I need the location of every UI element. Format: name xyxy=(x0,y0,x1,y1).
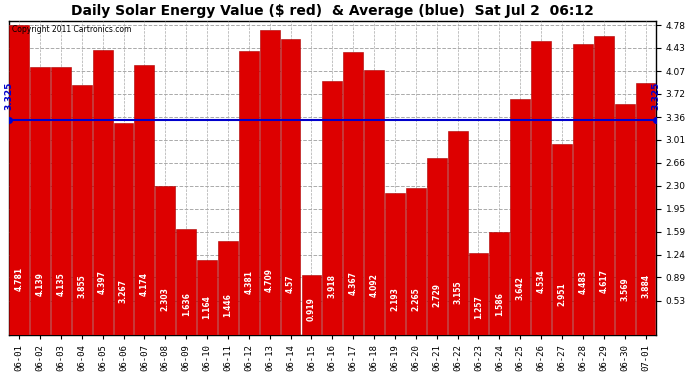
Bar xyxy=(72,85,92,335)
Bar xyxy=(406,188,426,335)
Bar xyxy=(114,123,133,335)
Text: 2.303: 2.303 xyxy=(161,286,170,310)
Text: 3.855: 3.855 xyxy=(77,275,86,298)
Bar xyxy=(489,232,509,335)
Text: 3.642: 3.642 xyxy=(515,276,525,300)
Bar xyxy=(302,275,322,335)
Bar xyxy=(364,70,384,335)
Text: 1.164: 1.164 xyxy=(203,296,212,320)
Text: 2.265: 2.265 xyxy=(411,287,420,311)
Text: 2.729: 2.729 xyxy=(432,283,441,307)
Text: 0.919: 0.919 xyxy=(307,297,316,321)
Text: 4.534: 4.534 xyxy=(537,270,546,293)
Text: 4.57: 4.57 xyxy=(286,274,295,293)
Bar xyxy=(51,67,71,335)
Bar xyxy=(259,30,279,335)
Bar xyxy=(155,186,175,335)
Bar xyxy=(135,64,155,335)
Text: 3.918: 3.918 xyxy=(328,274,337,298)
Text: 4.092: 4.092 xyxy=(370,273,379,297)
Text: 1.586: 1.586 xyxy=(495,292,504,316)
Bar xyxy=(615,104,635,335)
Bar xyxy=(552,144,572,335)
Bar xyxy=(322,81,342,335)
Bar xyxy=(92,50,112,335)
Bar xyxy=(9,25,29,335)
Bar xyxy=(30,67,50,335)
Bar xyxy=(218,241,238,335)
Bar xyxy=(511,99,530,335)
Text: 4.381: 4.381 xyxy=(244,270,253,294)
Text: 3.155: 3.155 xyxy=(453,280,462,304)
Text: 3.325: 3.325 xyxy=(651,81,660,110)
Text: 1.446: 1.446 xyxy=(224,293,233,317)
Text: 4.709: 4.709 xyxy=(265,268,274,292)
Text: 4.174: 4.174 xyxy=(140,272,149,296)
Text: 4.781: 4.781 xyxy=(14,267,23,291)
Bar xyxy=(197,260,217,335)
Bar xyxy=(469,254,489,335)
Bar xyxy=(385,193,405,335)
Bar xyxy=(531,41,551,335)
Bar xyxy=(176,229,196,335)
Title: Daily Solar Energy Value ($ red)  & Average (blue)  Sat Jul 2  06:12: Daily Solar Energy Value ($ red) & Avera… xyxy=(71,4,594,18)
Bar xyxy=(594,36,613,335)
Bar xyxy=(281,39,300,335)
Bar xyxy=(427,158,446,335)
Text: 4.367: 4.367 xyxy=(348,270,357,294)
Text: 2.951: 2.951 xyxy=(558,282,566,306)
Bar xyxy=(344,52,363,335)
Text: 4.617: 4.617 xyxy=(600,268,609,292)
Text: 3.569: 3.569 xyxy=(620,277,629,301)
Bar xyxy=(448,130,468,335)
Text: 2.193: 2.193 xyxy=(391,288,400,311)
Text: 3.267: 3.267 xyxy=(119,279,128,303)
Text: 4.135: 4.135 xyxy=(57,273,66,296)
Bar xyxy=(239,51,259,335)
Text: 1.636: 1.636 xyxy=(181,292,190,316)
Bar xyxy=(573,45,593,335)
Text: 4.397: 4.397 xyxy=(98,270,107,294)
Text: Copyright 2011 Cartronics.com: Copyright 2011 Cartronics.com xyxy=(12,26,131,34)
Text: 1.257: 1.257 xyxy=(474,295,483,319)
Text: 4.139: 4.139 xyxy=(35,272,44,296)
Text: 3.884: 3.884 xyxy=(641,274,650,298)
Text: 3.325: 3.325 xyxy=(4,81,13,110)
Bar xyxy=(635,83,656,335)
Text: 4.483: 4.483 xyxy=(578,270,587,294)
